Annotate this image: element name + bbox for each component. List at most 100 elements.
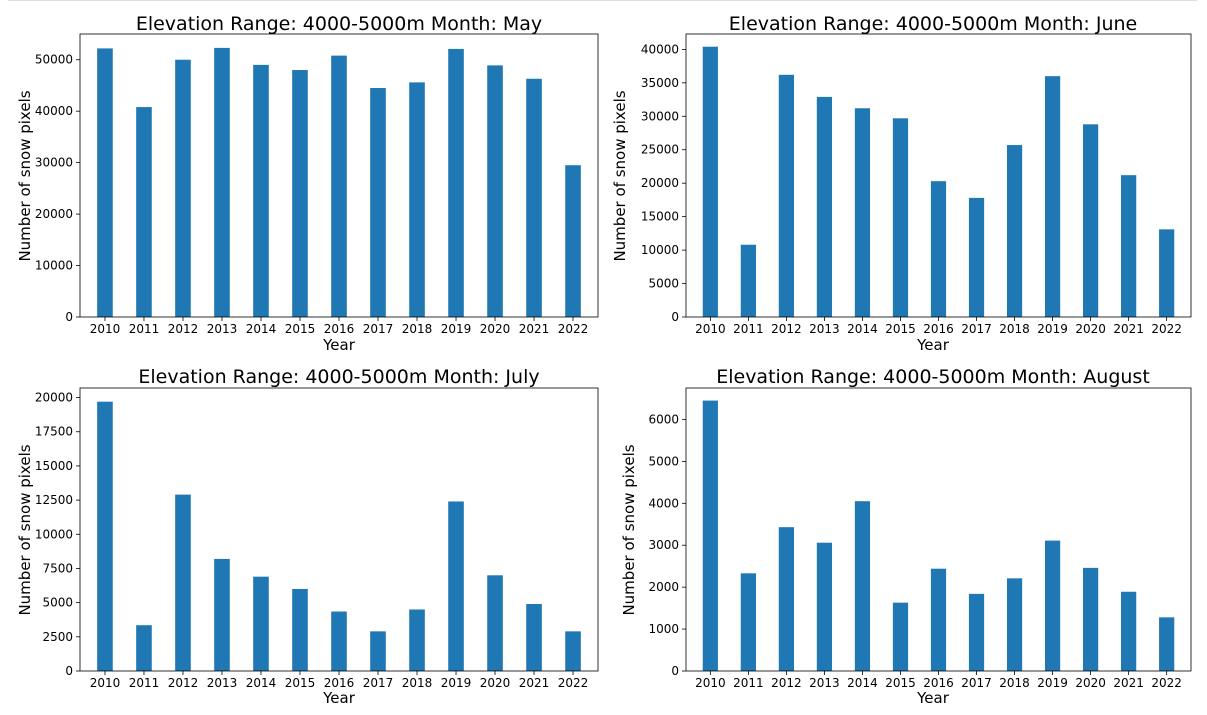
bar-2019	[448, 48, 464, 318]
x-tick-label: 2013	[809, 676, 840, 690]
x-tick-label: 2019	[1037, 322, 1068, 336]
x-axis-label: Year	[322, 689, 356, 707]
chart-svg-june: Elevation Range: 4000-5000m Month: June …	[611, 13, 1192, 354]
bar-2019	[1044, 540, 1061, 671]
y-tick-label: 2000	[648, 580, 679, 594]
bar-2017	[370, 88, 386, 317]
y-axis-label: Number of snow pixels	[16, 444, 34, 615]
bar-2013	[816, 542, 833, 671]
bar-2011	[740, 244, 756, 317]
y-tick-label: 15000	[641, 210, 679, 224]
y-tick-label: 25000	[641, 143, 679, 157]
y-tick-label: 50000	[35, 53, 73, 67]
x-tick-label: 2015	[285, 676, 316, 690]
bar-2012	[175, 494, 191, 671]
x-tick-label: 2020	[1075, 322, 1106, 336]
x-tick-label: 2017	[961, 322, 992, 336]
bar-2011	[136, 625, 152, 671]
bar-2018	[1006, 578, 1023, 671]
chart-title: Elevation Range: 4000-5000m Month: May	[136, 13, 542, 35]
bar-2019	[1044, 76, 1061, 318]
x-axis-label: Year	[322, 336, 356, 354]
chart-panel-may: Elevation Range: 4000-5000m Month: May N…	[0, 0, 604, 357]
y-tick-label: 20000	[641, 176, 679, 190]
x-tick-label: 2021	[1113, 322, 1144, 336]
x-tick-label: 2022	[1151, 676, 1182, 690]
y-axis-label: Number of snow pixels	[611, 90, 629, 261]
y-axis-label: Number of snow pixels	[16, 90, 34, 261]
y-axis-label: Number of snow pixels	[620, 444, 638, 615]
bar-2017	[370, 631, 386, 671]
bar-2021	[1121, 175, 1137, 317]
bar-2015	[292, 70, 308, 318]
y-tick-label: 10000	[35, 259, 73, 273]
x-tick-label: 2012	[168, 322, 199, 336]
x-tick-label: 2014	[847, 322, 878, 336]
x-tick-label: 2017	[363, 676, 394, 690]
y-tick-label: 3000	[648, 538, 679, 552]
bar-2014	[253, 64, 269, 318]
y-tick-label: 6000	[648, 412, 679, 426]
x-tick-label: 2018	[402, 322, 433, 336]
y-tick-label: 10000	[35, 527, 73, 541]
x-tick-label: 2019	[1037, 676, 1068, 690]
bar-2016	[331, 611, 347, 671]
chart-title: Elevation Range: 4000-5000m Month: Augus…	[716, 366, 1150, 388]
y-tick-label: 15000	[35, 459, 73, 473]
bar-2015	[892, 602, 909, 671]
bar-2010	[97, 48, 113, 317]
x-tick-label: 2013	[207, 322, 238, 336]
x-tick-label: 2014	[246, 676, 277, 690]
y-tick-label: 35000	[641, 76, 679, 90]
x-tick-label: 2018	[999, 322, 1030, 336]
bar-2012	[778, 527, 794, 671]
x-axis-label: Year	[916, 336, 950, 354]
x-tick-label: 2010	[90, 322, 121, 336]
bar-2022	[1159, 617, 1175, 671]
x-tick-label: 2019	[441, 322, 472, 336]
y-tick-label: 20000	[35, 391, 73, 405]
x-tick-label: 2015	[885, 322, 916, 336]
bar-2020	[1083, 124, 1099, 317]
chart-svg-august: Elevation Range: 4000-5000m Month: Augus…	[620, 366, 1192, 707]
x-tick-label: 2010	[90, 676, 121, 690]
y-tick-label: 30000	[641, 109, 679, 123]
bar-2014	[253, 576, 269, 671]
x-tick-label: 2012	[771, 322, 802, 336]
x-tick-label: 2011	[129, 676, 160, 690]
x-tick-label: 2017	[961, 676, 992, 690]
y-tick-label: 40000	[35, 104, 73, 118]
y-tick-label: 0	[671, 310, 679, 324]
y-tick-label: 7500	[42, 561, 73, 575]
bar-2011	[136, 107, 152, 317]
bar-2022	[565, 165, 581, 317]
bar-2016	[930, 568, 947, 671]
x-tick-label: 2021	[1113, 676, 1144, 690]
x-tick-label: 2016	[923, 676, 954, 690]
y-tick-label: 30000	[35, 156, 73, 170]
bar-2021	[526, 604, 542, 671]
x-tick-label: 2020	[1075, 676, 1106, 690]
y-tick-label: 5000	[42, 596, 73, 610]
bar-2018	[409, 82, 425, 318]
bar-2017	[968, 593, 985, 671]
x-tick-label: 2019	[441, 676, 472, 690]
x-tick-label: 2022	[558, 322, 589, 336]
x-tick-label: 2011	[733, 322, 764, 336]
x-tick-label: 2016	[324, 322, 355, 336]
bar-2013	[214, 47, 230, 317]
x-tick-label: 2011	[129, 322, 160, 336]
y-tick-label: 5000	[648, 277, 679, 291]
bar-2016	[930, 181, 947, 317]
x-tick-label: 2013	[207, 676, 238, 690]
x-tick-label: 2018	[999, 676, 1030, 690]
y-tick-label: 1000	[648, 622, 679, 636]
bar-2020	[487, 575, 503, 671]
x-tick-label: 2016	[923, 322, 954, 336]
chart-svg-july: Elevation Range: 4000-5000m Month: July …	[16, 366, 599, 707]
x-tick-label: 2014	[847, 676, 878, 690]
x-tick-label: 2021	[519, 676, 550, 690]
x-tick-label: 2016	[324, 676, 355, 690]
x-axis-label: Year	[916, 689, 950, 707]
y-tick-label: 17500	[35, 425, 73, 439]
